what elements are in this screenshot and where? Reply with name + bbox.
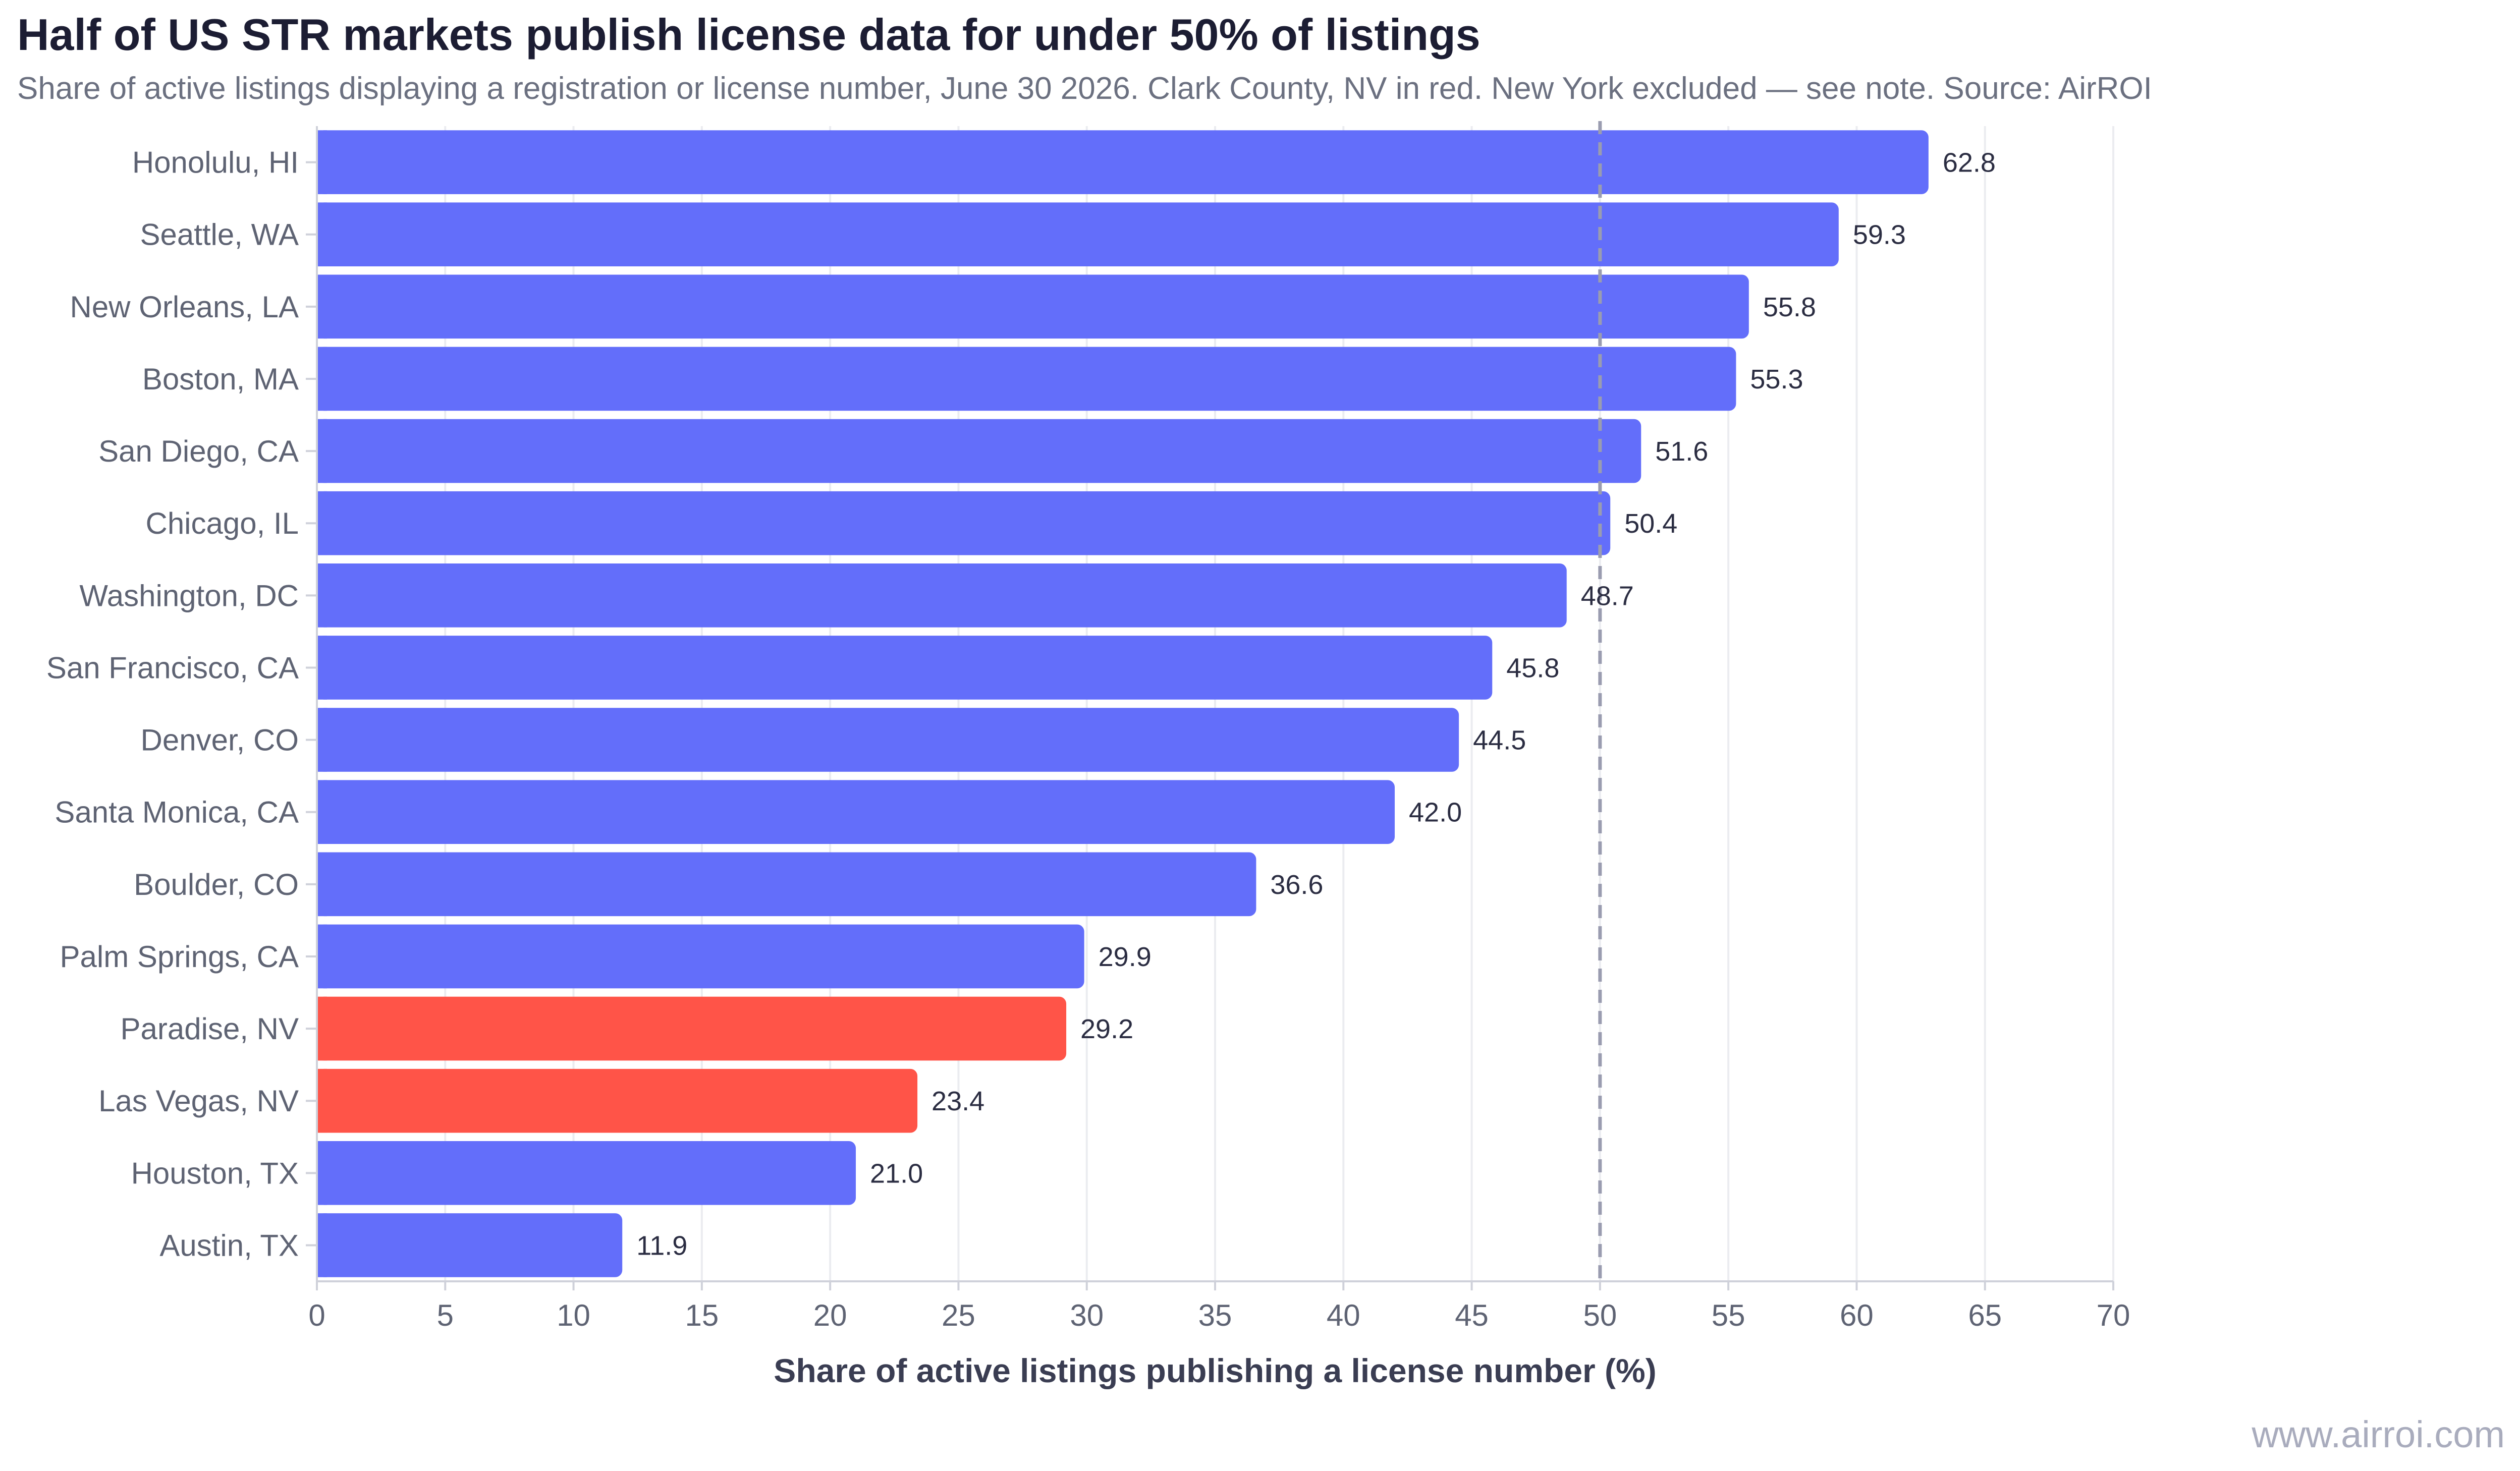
category-label: Austin, TX — [159, 1228, 299, 1262]
value-label: 21.0 — [870, 1158, 923, 1189]
bar — [317, 924, 1084, 989]
category-label: San Francisco, CA — [46, 651, 299, 685]
bar-base — [317, 1213, 327, 1277]
value-label: 29.2 — [1080, 1014, 1133, 1044]
bar — [317, 852, 1256, 917]
x-tick-label: 25 — [942, 1298, 975, 1332]
bar — [317, 1141, 856, 1205]
x-axis-title: Share of active listings publishing a li… — [774, 1352, 1656, 1389]
x-tick-label: 15 — [685, 1298, 719, 1332]
value-label: 48.7 — [1581, 581, 1634, 611]
chart-title: Half of US STR markets publish license d… — [17, 10, 1481, 60]
bar — [317, 274, 1749, 339]
bar-base — [317, 563, 327, 628]
value-label: 50.4 — [1624, 508, 1677, 539]
bar-base — [317, 274, 327, 339]
bar-base — [317, 780, 327, 844]
value-label: 55.3 — [1750, 364, 1803, 394]
category-label: Santa Monica, CA — [54, 796, 299, 829]
category-label: Palm Springs, CA — [60, 940, 299, 974]
bar — [317, 347, 1736, 411]
bar — [317, 202, 1839, 267]
x-tick-label: 70 — [2097, 1298, 2130, 1332]
value-label: 55.8 — [1763, 292, 1816, 322]
bar-base — [317, 636, 327, 700]
x-tick-label: 60 — [1840, 1298, 1874, 1332]
value-label: 11.9 — [636, 1230, 687, 1261]
category-label: Washington, DC — [79, 579, 299, 612]
bar — [317, 996, 1067, 1061]
bar-base — [317, 419, 327, 483]
value-label: 36.6 — [1270, 870, 1323, 900]
category-label: Houston, TX — [131, 1156, 299, 1190]
bar — [317, 780, 1395, 844]
bar — [317, 130, 1929, 194]
bar — [317, 1068, 918, 1133]
x-tick-label: 10 — [557, 1298, 590, 1332]
x-tick-label: 65 — [1968, 1298, 2002, 1332]
bar — [317, 1213, 623, 1277]
bar — [317, 419, 1641, 483]
bar-base — [317, 708, 327, 772]
x-tick-label: 0 — [308, 1298, 325, 1332]
category-label: Boulder, CO — [134, 868, 299, 901]
bar — [317, 636, 1493, 700]
axes — [306, 126, 2114, 1290]
bar-base — [317, 1068, 327, 1133]
value-label: 42.0 — [1409, 798, 1462, 828]
bar-base — [317, 202, 327, 267]
category-label: Las Vegas, NV — [98, 1084, 299, 1118]
x-tick-label: 20 — [813, 1298, 847, 1332]
bar — [317, 491, 1611, 555]
category-label: Seattle, WA — [140, 218, 299, 252]
bar-base — [317, 996, 327, 1061]
value-label: 23.4 — [932, 1086, 984, 1116]
category-label: Paradise, NV — [121, 1012, 299, 1046]
bar-base — [317, 1141, 327, 1205]
watermark: www.airroi.com — [2252, 1413, 2505, 1455]
value-label: 44.5 — [1473, 725, 1526, 756]
x-tick-label: 35 — [1198, 1298, 1232, 1332]
x-tick-label: 5 — [437, 1298, 454, 1332]
category-label: Boston, MA — [142, 362, 299, 396]
x-tick-label: 30 — [1070, 1298, 1104, 1332]
category-label: San Diego, CA — [98, 434, 299, 468]
chart-subtitle: Share of active listings displaying a re… — [17, 71, 2152, 106]
x-tick-label: 55 — [1712, 1298, 1745, 1332]
value-label: 62.8 — [1943, 148, 1996, 178]
value-label: 45.8 — [1506, 653, 1559, 683]
bar-base — [317, 491, 327, 555]
bar-base — [317, 924, 327, 989]
bar — [317, 563, 1567, 628]
x-tick-label: 50 — [1583, 1298, 1617, 1332]
bar-base — [317, 852, 327, 917]
bar-base — [317, 130, 327, 194]
bar — [317, 708, 1459, 772]
category-label: Denver, CO — [141, 723, 299, 757]
bar-base — [317, 347, 327, 411]
category-label: Chicago, IL — [145, 506, 299, 540]
value-label: 59.3 — [1853, 220, 1906, 250]
value-label: 29.9 — [1099, 942, 1152, 972]
bars — [317, 130, 1929, 1277]
labels: 0 5 10 15 20 25 30 35 40 45 50 55 60 65 70 Honolulu, HI… — [46, 146, 2130, 1332]
category-label: New Orleans, LA — [70, 290, 299, 324]
x-tick-label: 45 — [1455, 1298, 1489, 1332]
x-tick-label: 40 — [1327, 1298, 1360, 1332]
value-label: 51.6 — [1655, 436, 1708, 467]
category-label: Honolulu, HI — [132, 146, 299, 180]
